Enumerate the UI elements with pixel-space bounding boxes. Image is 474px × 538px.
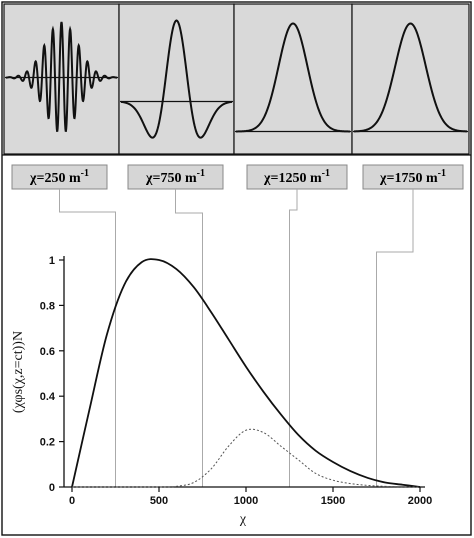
wavelet-panel [3, 3, 120, 155]
x-tick-label: 0 [69, 495, 75, 507]
x-tick-label: 500 [150, 495, 168, 507]
leader-line [289, 189, 298, 487]
label-exponent: -1 [197, 168, 205, 179]
label-main: χ=1750 m [379, 171, 438, 186]
wavelet-curve [235, 22, 351, 133]
leader-lines [59, 189, 414, 487]
wavelet-panels [3, 3, 470, 155]
wavenumber-label: χ=250 m-1 [11, 164, 108, 190]
wavelet-panel [118, 3, 235, 155]
label-text: χ=250 m-1 [29, 168, 89, 186]
wavelet-curve [120, 19, 233, 139]
label-text: χ=1750 m-1 [379, 168, 446, 186]
wavelet-panel [233, 3, 353, 155]
label-box [11, 164, 108, 190]
panel-background [118, 3, 235, 155]
panel-background [351, 3, 470, 155]
wavelet-panel [351, 3, 470, 155]
wavenumber-label: χ=750 m-1 [127, 164, 224, 190]
series-line-partial [71, 428, 421, 488]
y-tick-label: 0.6 [40, 346, 55, 358]
wavelet-curve [5, 21, 118, 133]
y-tick-label: 0 [49, 482, 55, 494]
series-line-total [71, 258, 421, 488]
y-tick-label: 0.8 [40, 300, 55, 312]
y-tick-label: 1 [49, 255, 55, 267]
label-main: χ=1250 m [263, 171, 322, 186]
label-box [362, 164, 464, 190]
x-tick-label: 1000 [234, 495, 258, 507]
wavelet-curve [353, 22, 468, 133]
label-exponent: -1 [81, 168, 89, 179]
label-box [127, 164, 224, 190]
y-axis-title: (χφs(χ,z=ct))N [11, 331, 26, 413]
leader-line [59, 189, 116, 487]
label-text: χ=750 m-1 [145, 168, 205, 186]
label-exponent: -1 [322, 168, 330, 179]
label-main: χ=750 m [145, 171, 197, 186]
leader-line [175, 189, 203, 487]
wavenumber-label: χ=1250 m-1 [246, 164, 348, 190]
axis-ticks: 0 500 1000 1500 2000 0 0.2 0.4 0.6 0.8 1 [40, 255, 433, 507]
y-tick-label: 0.4 [40, 391, 56, 403]
wavenumber-labels: χ=250 m-1 χ=750 m-1 χ=1250 m-1 χ=1750 m-1 [11, 164, 464, 190]
leader-line [376, 189, 414, 487]
x-tick-label: 2000 [408, 495, 432, 507]
label-box [246, 164, 348, 190]
plot-series [71, 258, 421, 488]
y-tick-label: 0.2 [40, 437, 55, 449]
label-exponent: -1 [438, 168, 446, 179]
x-axis-title: χ [239, 512, 247, 527]
x-tick-label: 1500 [321, 495, 345, 507]
main-plot: 0 500 1000 1500 2000 0 0.2 0.4 0.6 0.8 1 χ (χφs(χ,… [11, 255, 432, 527]
label-main: χ=250 m [29, 171, 81, 186]
wavenumber-label: χ=1750 m-1 [362, 164, 464, 190]
label-text: χ=1250 m-1 [263, 168, 330, 186]
